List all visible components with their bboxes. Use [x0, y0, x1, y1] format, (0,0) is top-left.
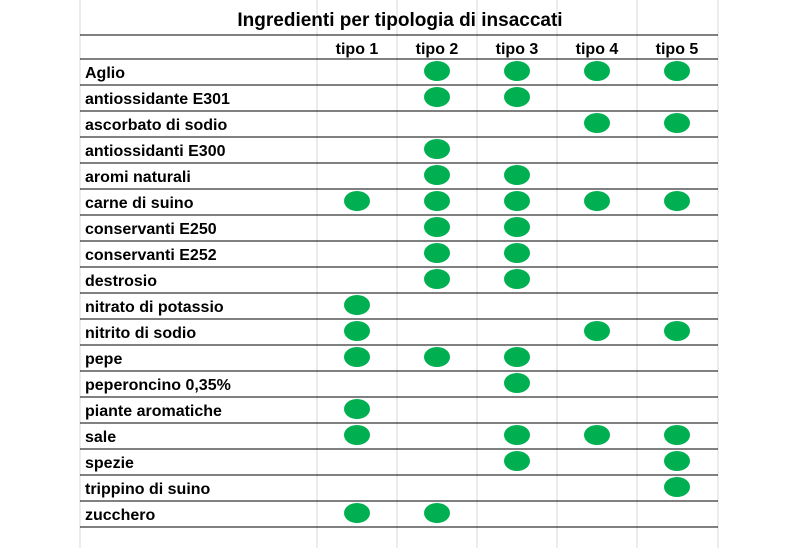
- row-label: peperoncino 0,35%: [85, 377, 231, 394]
- row-label: aromi naturali: [85, 169, 191, 186]
- row-label: pepe: [85, 351, 122, 368]
- marker-2: [424, 217, 450, 237]
- row-label: nitrito di sodio: [85, 325, 196, 342]
- column-header: tipo 4: [576, 41, 619, 58]
- row-label: antiossidanti E300: [85, 143, 226, 160]
- row-label: destrosio: [85, 273, 157, 290]
- marker-3: [504, 425, 530, 445]
- marker-3: [504, 243, 530, 263]
- marker-2: [424, 191, 450, 211]
- marker-3: [504, 269, 530, 289]
- marker-1: [344, 347, 370, 367]
- marker-3: [504, 191, 530, 211]
- marker-2: [424, 87, 450, 107]
- marker-2: [424, 165, 450, 185]
- marker-3: [504, 165, 530, 185]
- marker-2: [424, 139, 450, 159]
- marker-4: [584, 191, 610, 211]
- chart-title: Ingredienti per tipologia di insaccati: [237, 10, 562, 31]
- marker-1: [344, 425, 370, 445]
- column-header: tipo 5: [656, 41, 699, 58]
- row-label: conservanti E252: [85, 247, 217, 264]
- row-label: conservanti E250: [85, 221, 217, 238]
- markers: [344, 61, 690, 523]
- marker-2: [424, 61, 450, 81]
- marker-1: [344, 191, 370, 211]
- marker-5: [664, 113, 690, 133]
- marker-2: [424, 243, 450, 263]
- marker-3: [504, 373, 530, 393]
- marker-5: [664, 425, 690, 445]
- marker-2: [424, 347, 450, 367]
- marker-5: [664, 61, 690, 81]
- marker-5: [664, 451, 690, 471]
- marker-5: [664, 191, 690, 211]
- row-label: sale: [85, 429, 116, 446]
- column-header: tipo 1: [336, 41, 379, 58]
- row-label: trippino di suino: [85, 481, 211, 498]
- marker-4: [584, 425, 610, 445]
- row-label: zucchero: [85, 507, 155, 524]
- row-labels: Aglio antiossidante E301 ascorbato di sodi…: [85, 65, 231, 524]
- row-label: Aglio: [85, 65, 125, 82]
- marker-5: [664, 477, 690, 497]
- row-label: ascorbato di sodio: [85, 117, 227, 134]
- column-header: tipo 2: [416, 41, 459, 58]
- marker-1: [344, 295, 370, 315]
- marker-1: [344, 503, 370, 523]
- marker-4: [584, 61, 610, 81]
- marker-2: [424, 269, 450, 289]
- marker-3: [504, 61, 530, 81]
- marker-1: [344, 321, 370, 341]
- row-label: piante aromatiche: [85, 403, 222, 420]
- marker-4: [584, 113, 610, 133]
- column-header: tipo 3: [496, 41, 539, 58]
- row-label: spezie: [85, 455, 134, 472]
- column-headers: tipo 1 tipo 2 tipo 3 tipo 4 tipo 5: [336, 41, 699, 58]
- marker-3: [504, 217, 530, 237]
- row-label: antiossidante E301: [85, 91, 230, 108]
- row-label: nitrato di potassio: [85, 299, 224, 316]
- marker-5: [664, 321, 690, 341]
- row-label: carne di suino: [85, 195, 194, 212]
- marker-3: [504, 87, 530, 107]
- marker-2: [424, 503, 450, 523]
- gridlines: [79, 0, 719, 548]
- marker-4: [584, 321, 610, 341]
- row-lines: [80, 34, 718, 528]
- marker-3: [504, 451, 530, 471]
- marker-3: [504, 347, 530, 367]
- marker-1: [344, 399, 370, 419]
